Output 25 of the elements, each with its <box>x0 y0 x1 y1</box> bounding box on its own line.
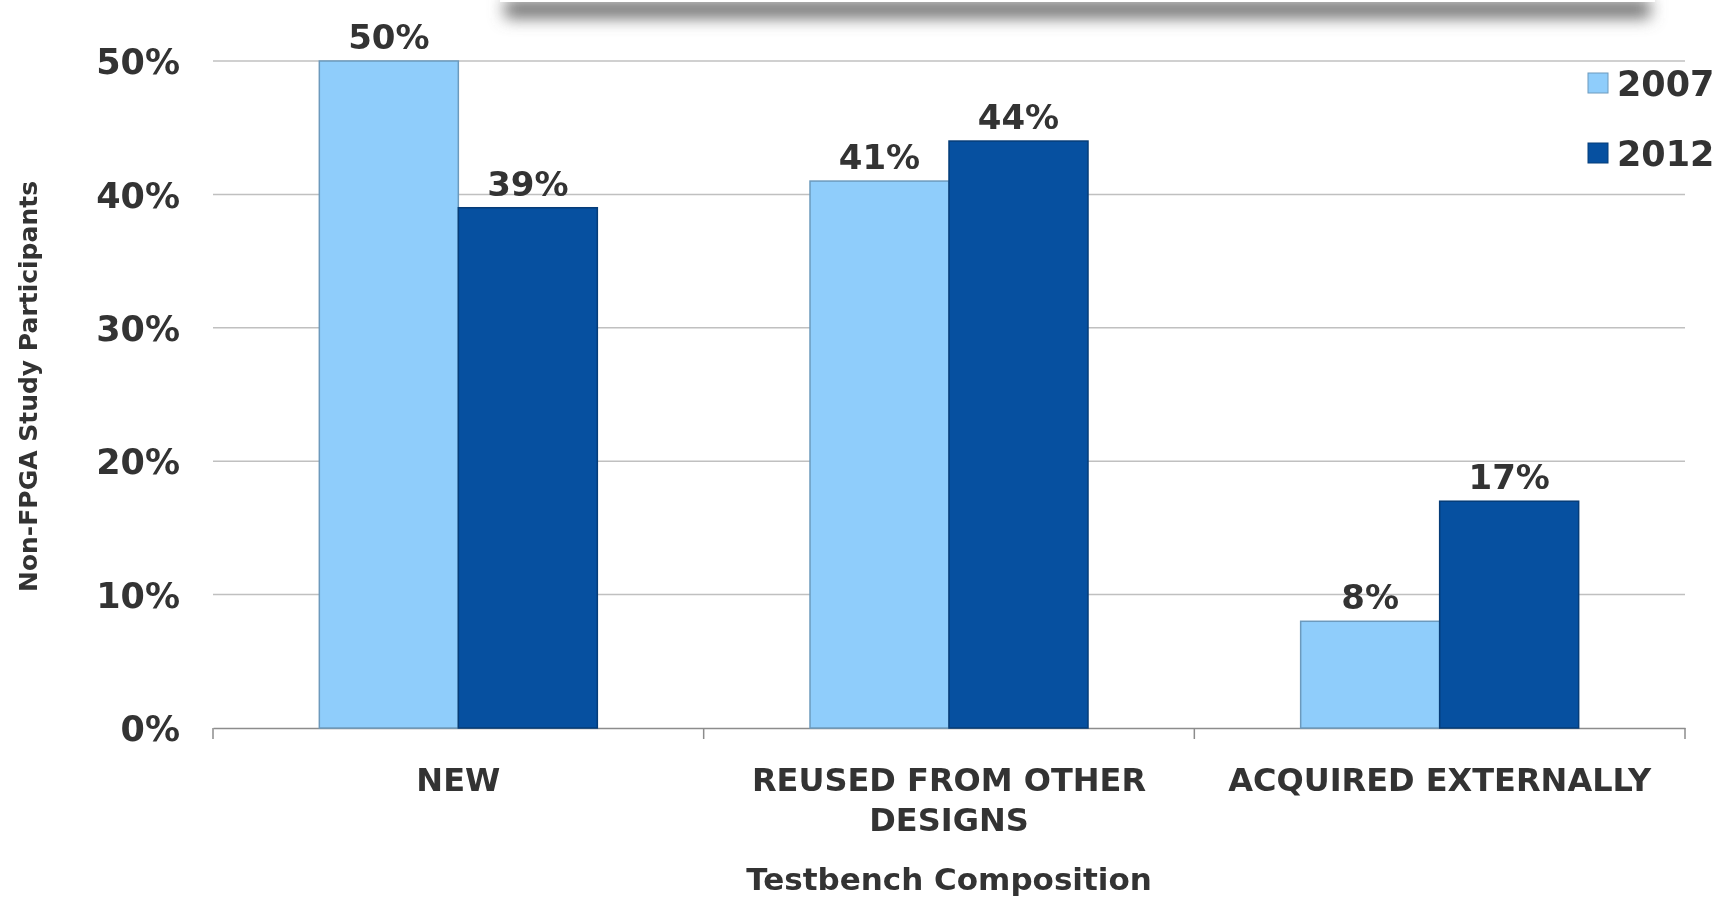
x-tick-label: REUSED FROM OTHER DESIGNS <box>751 761 1147 839</box>
y-tick-label: 0% <box>120 709 180 750</box>
bar <box>1299 620 1441 729</box>
data-label: 39% <box>487 163 569 204</box>
legend-label: 2007 <box>1617 63 1715 104</box>
bar <box>457 206 599 729</box>
bar <box>318 60 460 729</box>
x-tick-label: ACQUIRED EXTERNALLY <box>1228 761 1652 799</box>
bar <box>809 180 950 729</box>
data-label: 41% <box>838 137 921 178</box>
x-axis-title: Testbench Composition <box>746 861 1152 897</box>
data-label: 17% <box>1468 457 1550 498</box>
data-label: 8% <box>1341 577 1400 618</box>
y-tick-label: 10% <box>96 575 180 616</box>
y-axis-title: Non-FPGA Study Participants <box>14 180 43 593</box>
y-tick-label: 30% <box>96 308 180 349</box>
x-tick-label: NEW <box>416 761 501 799</box>
y-tick-label: 40% <box>96 175 180 216</box>
data-label: 44% <box>977 97 1060 138</box>
bar <box>1438 500 1580 729</box>
y-tick-label: 50% <box>96 42 180 83</box>
data-label: 50% <box>348 17 430 57</box>
bar <box>948 140 1089 729</box>
y-tick-label: 20% <box>96 442 180 483</box>
legend-label: 2012 <box>1617 133 1715 174</box>
